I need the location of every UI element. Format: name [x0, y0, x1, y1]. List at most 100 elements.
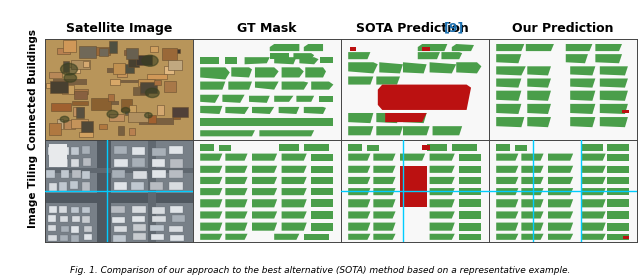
Polygon shape — [311, 223, 333, 231]
Polygon shape — [429, 166, 455, 173]
Bar — [173, 108, 180, 119]
Polygon shape — [373, 199, 396, 207]
Polygon shape — [522, 177, 543, 184]
Bar — [163, 48, 177, 60]
Bar — [91, 98, 111, 110]
Polygon shape — [282, 153, 307, 161]
Polygon shape — [403, 126, 429, 135]
Polygon shape — [373, 177, 396, 184]
Polygon shape — [403, 62, 427, 73]
Polygon shape — [600, 91, 628, 101]
Polygon shape — [459, 166, 481, 173]
Polygon shape — [385, 113, 427, 122]
Polygon shape — [527, 91, 551, 101]
Bar — [49, 73, 62, 78]
Bar — [140, 84, 148, 94]
Circle shape — [60, 116, 69, 122]
Polygon shape — [225, 153, 248, 161]
Polygon shape — [496, 234, 518, 240]
Bar — [46, 170, 54, 178]
Bar — [132, 216, 145, 222]
Polygon shape — [496, 212, 518, 219]
Bar — [83, 61, 89, 67]
Polygon shape — [255, 81, 278, 90]
Bar — [71, 147, 79, 155]
Polygon shape — [459, 223, 481, 231]
Bar — [113, 225, 127, 232]
Polygon shape — [348, 212, 371, 219]
Polygon shape — [225, 177, 248, 184]
Bar — [82, 182, 90, 191]
Polygon shape — [459, 212, 481, 219]
Bar — [132, 224, 146, 231]
Polygon shape — [459, 188, 481, 195]
Bar — [49, 235, 57, 241]
Bar — [60, 235, 68, 241]
Polygon shape — [348, 126, 373, 135]
Bar — [120, 64, 134, 73]
Polygon shape — [522, 223, 543, 231]
Circle shape — [107, 110, 118, 118]
Bar — [56, 119, 63, 129]
Polygon shape — [607, 145, 629, 151]
Bar — [152, 216, 166, 222]
Bar — [108, 95, 114, 101]
Polygon shape — [459, 153, 481, 161]
Polygon shape — [225, 107, 249, 114]
Polygon shape — [582, 223, 605, 231]
Circle shape — [145, 88, 159, 98]
Bar — [170, 159, 183, 168]
Polygon shape — [400, 166, 427, 188]
Bar — [132, 147, 145, 155]
Bar — [79, 131, 93, 136]
Polygon shape — [259, 130, 314, 136]
Polygon shape — [282, 199, 307, 207]
Polygon shape — [225, 223, 248, 231]
Polygon shape — [429, 234, 455, 240]
Polygon shape — [200, 106, 223, 114]
Polygon shape — [367, 145, 380, 151]
Bar — [82, 207, 90, 213]
Polygon shape — [319, 96, 333, 102]
Polygon shape — [607, 199, 629, 207]
Polygon shape — [600, 78, 628, 88]
Polygon shape — [225, 188, 248, 195]
Polygon shape — [200, 130, 255, 136]
Text: Satellite Image: Satellite Image — [66, 22, 172, 35]
Polygon shape — [452, 44, 474, 51]
Bar — [50, 81, 68, 93]
Polygon shape — [548, 153, 573, 161]
Polygon shape — [348, 113, 373, 123]
Polygon shape — [252, 107, 274, 114]
Bar — [62, 85, 74, 95]
Bar — [51, 103, 70, 111]
Polygon shape — [200, 212, 223, 219]
Polygon shape — [270, 44, 300, 51]
Polygon shape — [348, 62, 378, 73]
Polygon shape — [548, 166, 573, 173]
Polygon shape — [378, 85, 471, 110]
Polygon shape — [274, 96, 293, 102]
Polygon shape — [548, 188, 573, 195]
Bar — [71, 226, 79, 233]
Polygon shape — [527, 117, 551, 127]
Bar — [63, 40, 76, 52]
Polygon shape — [429, 223, 455, 231]
Bar — [133, 234, 147, 240]
Bar — [133, 171, 147, 179]
Polygon shape — [600, 117, 628, 127]
Bar — [52, 79, 87, 85]
Bar — [100, 101, 118, 105]
Bar — [64, 120, 75, 129]
Bar — [74, 89, 88, 94]
Bar — [116, 69, 127, 77]
Polygon shape — [200, 81, 225, 90]
Polygon shape — [570, 91, 595, 101]
Polygon shape — [225, 166, 248, 173]
Bar — [131, 182, 144, 190]
Polygon shape — [496, 223, 518, 231]
Polygon shape — [311, 153, 333, 161]
Bar — [169, 182, 183, 190]
Polygon shape — [459, 199, 481, 207]
Bar — [45, 193, 193, 203]
